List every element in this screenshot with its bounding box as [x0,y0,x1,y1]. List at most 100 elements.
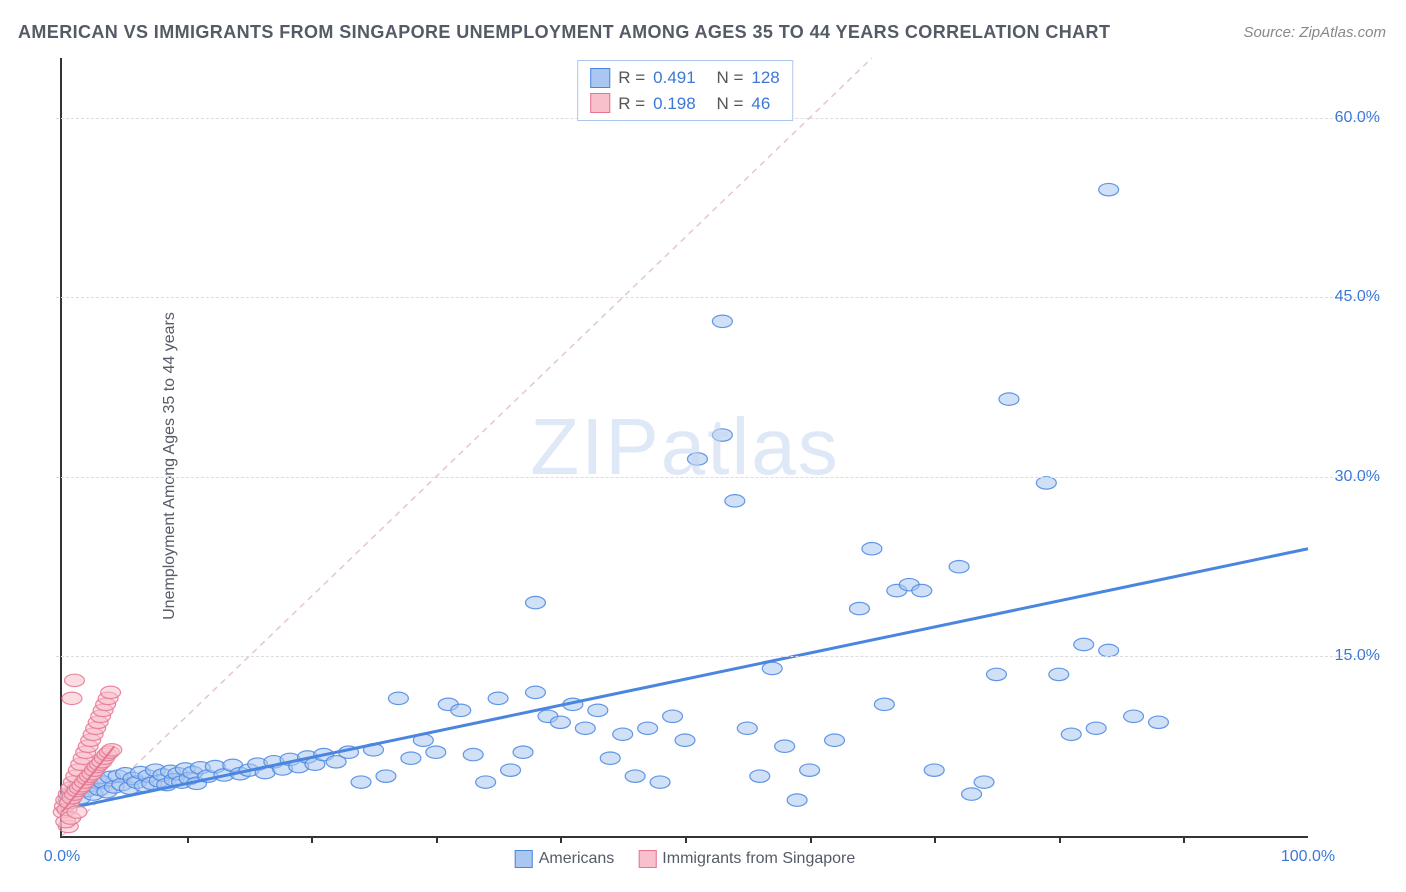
legend-n-value: 128 [751,65,779,91]
scatter-point [426,746,446,758]
x-tick [311,836,313,843]
scatter-point [862,543,882,555]
legend-swatch [638,850,656,868]
scatter-point [712,315,732,327]
scatter-point [1061,728,1081,740]
scatter-point [1099,644,1119,656]
scatter-point [650,776,670,788]
scatter-point [775,740,795,752]
scatter-point [924,764,944,776]
scatter-point [588,704,608,716]
scatter-point [526,686,546,698]
x-tick [436,836,438,843]
y-tick-label: 45.0% [1335,288,1380,306]
scatter-point [463,748,483,760]
plot-area: ZIPatlas R = 0.491 N = 128 R = 0.198 N =… [60,58,1308,838]
legend-stats-row: R = 0.198 N = 46 [590,91,780,117]
scatter-point [725,495,745,507]
scatter-point [388,692,408,704]
scatter-point [613,728,633,740]
legend-swatch [590,68,610,88]
scatter-point [874,698,894,710]
x-tick-label: 100.0% [1281,848,1335,866]
trend-line [62,549,1308,810]
scatter-point [999,393,1019,405]
scatter-point [600,752,620,764]
scatter-point [687,453,707,465]
scatter-point [550,716,570,728]
legend-r-label: R = [618,91,645,117]
scatter-point [949,560,969,572]
x-tick-label: 0.0% [44,848,80,866]
x-tick [1059,836,1061,843]
scatter-point [750,770,770,782]
scatter-point [1124,710,1144,722]
scatter-point [962,788,982,800]
scatter-point [787,794,807,806]
scatter-point [351,776,371,788]
legend-r-value: 0.198 [653,91,696,117]
scatter-point [513,746,533,758]
scatter-point [451,704,471,716]
source-attribution: Source: ZipAtlas.com [1243,24,1386,41]
x-tick [560,836,562,843]
legend-bottom: Americans Immigrants from Singapore [515,850,856,868]
chart-container: Unemployment Among Ages 35 to 44 years Z… [18,58,1388,874]
legend-bottom-item: Americans [515,850,615,868]
x-tick [810,836,812,843]
scatter-point [501,764,521,776]
scatter-point [663,710,683,722]
legend-bottom-label: Immigrants from Singapore [662,850,855,867]
x-tick [685,836,687,843]
legend-swatch [590,93,610,113]
scatter-point [825,734,845,746]
legend-stats-row: R = 0.491 N = 128 [590,65,780,91]
legend-n-label: N = [716,91,743,117]
chart-title: AMERICAN VS IMMIGRANTS FROM SINGAPORE UN… [18,22,1110,43]
scatter-point [64,674,84,686]
scatter-point [625,770,645,782]
legend-n-value: 46 [751,91,770,117]
scatter-point [1074,638,1094,650]
legend-stats-box: R = 0.491 N = 128 R = 0.198 N = 46 [577,60,793,121]
gridline-horizontal [56,656,1378,657]
scatter-point [1099,183,1119,195]
scatter-point [974,776,994,788]
scatter-point [638,722,658,734]
scatter-point [912,584,932,596]
gridline-horizontal [56,477,1378,478]
scatter-point [987,668,1007,680]
y-tick-label: 30.0% [1335,468,1380,486]
scatter-point [849,602,869,614]
scatter-plot-svg [62,58,1308,836]
scatter-point [737,722,757,734]
legend-bottom-item: Immigrants from Singapore [638,850,855,868]
legend-swatch [515,850,533,868]
legend-bottom-label: Americans [539,850,615,867]
legend-n-label: N = [716,65,743,91]
x-tick [187,836,189,843]
scatter-point [488,692,508,704]
scatter-point [526,596,546,608]
scatter-point [1049,668,1069,680]
scatter-point [376,770,396,782]
y-tick-label: 15.0% [1335,647,1380,665]
scatter-point [67,806,87,818]
scatter-point [101,686,121,698]
y-tick-label: 60.0% [1335,109,1380,127]
x-tick [934,836,936,843]
gridline-horizontal [56,297,1378,298]
scatter-point [476,776,496,788]
scatter-point [762,662,782,674]
x-tick [1183,836,1185,843]
legend-r-value: 0.491 [653,65,696,91]
scatter-point [62,692,82,704]
scatter-point [1086,722,1106,734]
scatter-point [1036,477,1056,489]
scatter-point [575,722,595,734]
scatter-point [401,752,421,764]
scatter-point [675,734,695,746]
scatter-point [712,429,732,441]
scatter-point [1149,716,1169,728]
legend-r-label: R = [618,65,645,91]
